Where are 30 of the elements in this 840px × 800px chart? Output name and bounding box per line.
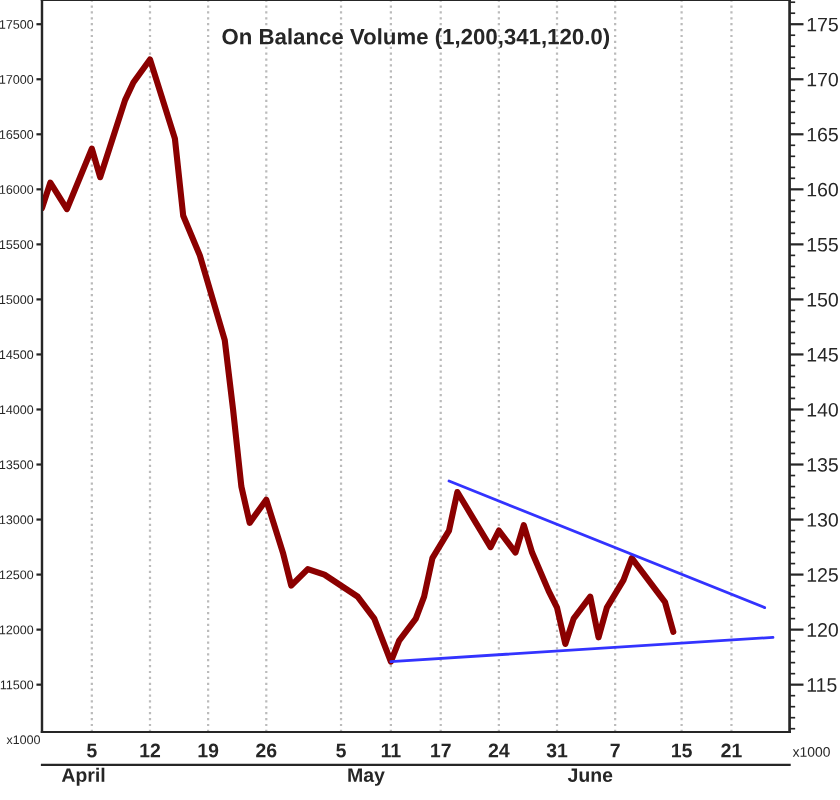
y2-tick-label: 155 — [807, 238, 838, 252]
y2-tick-label: 130 — [807, 513, 838, 527]
x-tick-label: 26 — [256, 743, 277, 758]
y2-tick-label: 125 — [807, 568, 838, 582]
line-series — [42, 56, 677, 665]
y2-tick-label: 120 — [807, 623, 838, 637]
x2-tick-label: April — [61, 767, 105, 786]
y2-tick-label: 165 — [807, 127, 838, 142]
x-tick-label: 19 — [198, 743, 219, 758]
x-tick-label: 31 — [546, 743, 568, 758]
x2-tick-label: May — [348, 768, 385, 786]
y2-tick-label: 135 — [807, 457, 838, 472]
x-tick-label: 21 — [721, 743, 742, 758]
x-tick-label: 5 — [336, 743, 346, 758]
x-tick-label: 24 — [488, 743, 510, 758]
y2-tick-label: 170 — [807, 72, 838, 87]
x-tick-label: 11 — [381, 743, 401, 758]
x-tick-label: 15 — [672, 743, 692, 758]
y2-tick-label: 160 — [807, 182, 838, 197]
x2-tick-label: June — [567, 768, 613, 782]
x-tick-label: 17 — [431, 743, 451, 758]
text: On Balance Volume (1,200,341,120.0) — [222, 28, 610, 49]
x-tick-label: 7 — [610, 743, 620, 758]
x-tick-label: 5 — [87, 743, 97, 758]
y2-tick-label: 150 — [807, 292, 838, 307]
y2-tick-label: 115 — [807, 678, 837, 692]
y2-tick-label: 140 — [807, 402, 838, 417]
y2-tick-label: 175 — [807, 17, 838, 32]
x-tick-label: 12 — [140, 743, 161, 758]
y2-tick-label: 145 — [807, 348, 838, 362]
